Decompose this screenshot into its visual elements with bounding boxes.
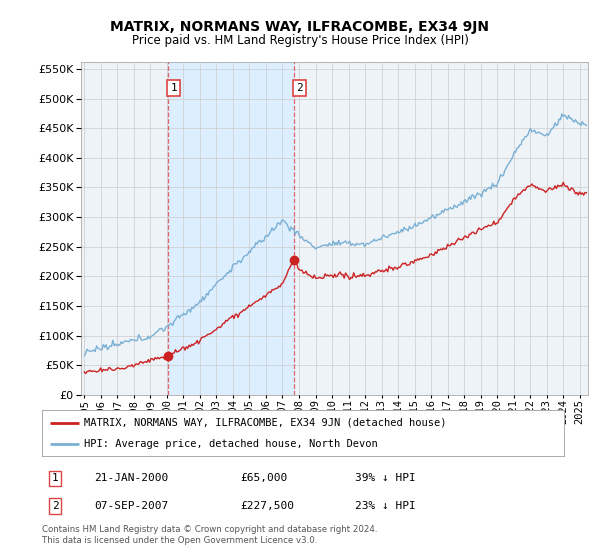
Text: MATRIX, NORMANS WAY, ILFRACOMBE, EX34 9JN (detached house): MATRIX, NORMANS WAY, ILFRACOMBE, EX34 9J…: [84, 418, 446, 428]
Text: MATRIX, NORMANS WAY, ILFRACOMBE, EX34 9JN: MATRIX, NORMANS WAY, ILFRACOMBE, EX34 9J…: [110, 20, 490, 34]
Text: 23% ↓ HPI: 23% ↓ HPI: [355, 501, 416, 511]
Text: 1: 1: [170, 83, 177, 94]
Text: Contains HM Land Registry data © Crown copyright and database right 2024.
This d: Contains HM Land Registry data © Crown c…: [42, 525, 377, 545]
Text: £65,000: £65,000: [241, 473, 287, 483]
Text: Price paid vs. HM Land Registry's House Price Index (HPI): Price paid vs. HM Land Registry's House …: [131, 34, 469, 46]
Text: 2: 2: [52, 501, 58, 511]
Text: 2: 2: [296, 83, 303, 94]
Text: 1: 1: [52, 473, 58, 483]
Bar: [168, 62, 294, 395]
Text: HPI: Average price, detached house, North Devon: HPI: Average price, detached house, Nort…: [84, 439, 377, 449]
Text: 07-SEP-2007: 07-SEP-2007: [94, 501, 169, 511]
Text: £227,500: £227,500: [241, 501, 295, 511]
Text: 21-JAN-2000: 21-JAN-2000: [94, 473, 169, 483]
Text: 39% ↓ HPI: 39% ↓ HPI: [355, 473, 416, 483]
